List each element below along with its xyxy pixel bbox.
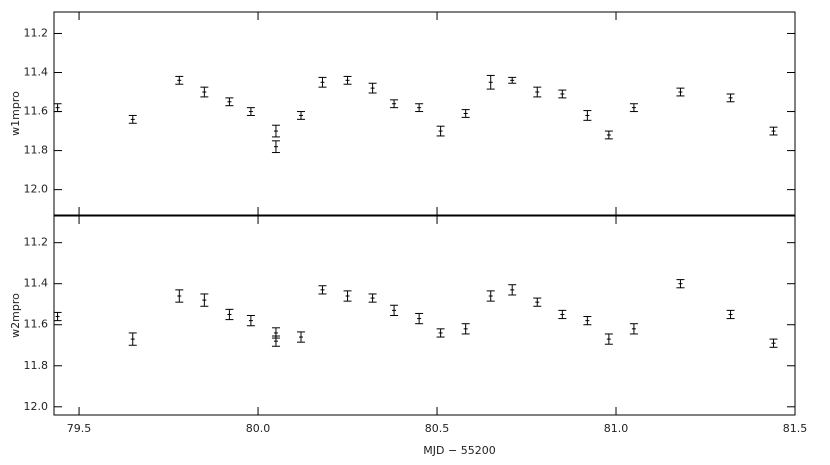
- error-point: [508, 284, 517, 296]
- error-point: [200, 86, 209, 98]
- error-point: [558, 89, 567, 99]
- y-tick-label: 11.8: [24, 144, 49, 157]
- error-point: [583, 316, 592, 326]
- error-point: [726, 93, 735, 103]
- error-point: [318, 76, 327, 88]
- error-point: [676, 279, 685, 289]
- x-tick-label: 81.5: [783, 422, 808, 435]
- error-point: [271, 335, 280, 347]
- error-point: [583, 110, 592, 121]
- y-tick-label: 11.6: [24, 105, 49, 118]
- error-point: [390, 99, 399, 109]
- error-point: [343, 75, 352, 85]
- y-tick-label: 11.6: [24, 318, 49, 331]
- x-axis-label: MJD − 55200: [423, 444, 495, 457]
- x-tick-label: 81.0: [604, 422, 629, 435]
- error-point: [629, 103, 638, 113]
- error-point: [390, 304, 399, 316]
- error-point: [726, 309, 735, 320]
- error-point: [53, 103, 62, 113]
- error-point: [128, 332, 137, 346]
- error-point: [533, 297, 542, 307]
- x-tick-label: 80.5: [425, 422, 450, 435]
- error-point: [53, 311, 62, 322]
- error-point: [486, 74, 495, 90]
- y-tick-label: 11.4: [24, 66, 49, 79]
- y-axis-label: w2mpro: [9, 293, 22, 338]
- plot-frame: [53, 215, 796, 416]
- error-point: [318, 285, 327, 295]
- error-point: [175, 289, 184, 303]
- y-tick-label: 11.8: [24, 359, 49, 372]
- x-tick-label: 79.5: [67, 422, 92, 435]
- y-tick-label: 11.4: [24, 277, 49, 290]
- y-axis-label: w1mpro: [9, 91, 22, 136]
- error-point: [604, 333, 613, 345]
- error-point: [246, 315, 255, 327]
- error-point: [769, 126, 778, 136]
- error-point: [128, 114, 137, 124]
- error-point: [175, 75, 184, 85]
- error-point: [200, 293, 209, 307]
- error-point: [415, 312, 424, 325]
- error-point: [676, 87, 685, 97]
- error-point: [604, 130, 613, 140]
- error-point: [486, 290, 495, 302]
- error-point: [415, 103, 424, 113]
- y-tick-label: 11.2: [24, 236, 49, 249]
- y-tick-label: 11.2: [24, 26, 49, 39]
- error-point: [629, 323, 638, 335]
- error-point: [246, 107, 255, 116]
- error-point: [343, 290, 352, 302]
- error-point: [297, 331, 305, 343]
- error-point: [271, 140, 280, 154]
- y-tick-label: 12.0: [24, 400, 49, 413]
- error-point: [558, 309, 567, 320]
- error-point: [461, 323, 470, 335]
- error-point: [368, 293, 377, 303]
- error-point: [368, 82, 377, 94]
- error-point: [225, 97, 234, 107]
- error-point: [436, 125, 445, 137]
- error-point: [461, 109, 470, 118]
- error-point: [271, 124, 280, 138]
- plot-frame: [53, 11, 796, 216]
- error-point: [769, 338, 778, 348]
- x-tick-label: 80.0: [246, 422, 271, 435]
- error-point: [508, 76, 517, 84]
- error-point: [225, 308, 234, 321]
- y-tick-label: 12.0: [24, 183, 49, 196]
- error-point: [297, 111, 305, 120]
- error-point: [436, 328, 445, 338]
- error-point: [533, 86, 542, 98]
